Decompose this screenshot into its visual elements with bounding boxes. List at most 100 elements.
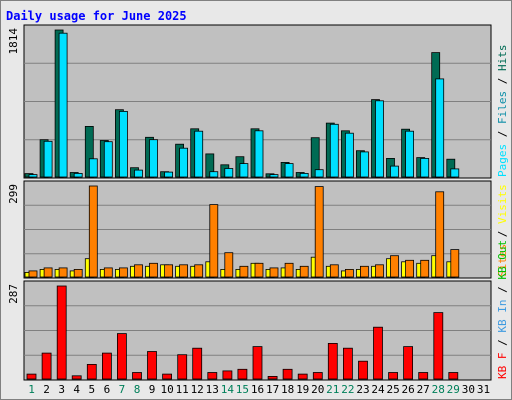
x-tick-label: 20 bbox=[311, 383, 324, 396]
bar-sites-day-14 bbox=[224, 252, 234, 278]
x-tick-label: 30 bbox=[462, 383, 475, 396]
bar-sites-day-28 bbox=[435, 191, 445, 278]
bar-sites-day-19 bbox=[299, 265, 309, 278]
legend-separator: / bbox=[496, 280, 509, 300]
x-tick-label: 27 bbox=[417, 383, 430, 396]
bar-kb-f-day-21 bbox=[327, 342, 338, 380]
x-tick-label: 14 bbox=[221, 383, 235, 396]
panel-2: 299 Sites / Visits bbox=[7, 180, 509, 279]
bar-sites-day-15 bbox=[239, 265, 249, 278]
x-tick-label: 8 bbox=[134, 383, 141, 396]
bar-sites-day-20 bbox=[314, 186, 324, 278]
x-tick-label: 2 bbox=[43, 383, 50, 396]
bar-kb-f-day-22 bbox=[342, 347, 353, 380]
x-tick-label: 13 bbox=[206, 383, 219, 396]
bar-sites-day-4 bbox=[73, 268, 83, 278]
bar-sites-day-24 bbox=[375, 264, 384, 278]
bar-sites-day-3 bbox=[58, 267, 68, 278]
panel-3: 287 KB F / KB In / KB Out bbox=[7, 240, 509, 381]
bar-kb-f-day-17 bbox=[267, 375, 278, 380]
bar-kb-f-day-24 bbox=[373, 326, 383, 380]
legend-item-kb-in: KB In bbox=[496, 300, 509, 333]
bar-kb-f-day-8 bbox=[132, 372, 142, 380]
y-max-label: 299 bbox=[7, 184, 20, 204]
bar-pages-day-17 bbox=[269, 174, 279, 178]
x-tick-label: 23 bbox=[356, 383, 369, 396]
bar-sites-day-26 bbox=[405, 259, 415, 278]
legend-item-sites: Sites bbox=[496, 244, 509, 277]
bar-pages-day-20 bbox=[314, 169, 324, 178]
x-tick-label: 15 bbox=[236, 383, 249, 396]
bar-kb-f-day-4 bbox=[71, 375, 82, 380]
bar-sites-day-8 bbox=[134, 264, 143, 278]
bar-sites-day-16 bbox=[254, 262, 264, 278]
x-tick-label: 19 bbox=[296, 383, 309, 396]
bar-kb-f-day-12 bbox=[192, 347, 203, 380]
x-tick-label: 6 bbox=[104, 383, 111, 396]
x-tick-label: 29 bbox=[447, 383, 460, 396]
x-tick-label: 17 bbox=[266, 383, 279, 396]
bar-sites-day-1 bbox=[28, 270, 38, 278]
bar-sites-day-17 bbox=[269, 267, 279, 278]
bar-pages-day-24 bbox=[375, 100, 384, 178]
x-tick-label: 12 bbox=[191, 383, 204, 396]
bar-pages-day-15 bbox=[239, 163, 249, 178]
bar-sites-day-2 bbox=[43, 267, 53, 278]
bar-sites-day-29 bbox=[450, 249, 460, 278]
legend-item-kb-out: KB Out bbox=[496, 240, 509, 280]
legend-separator: / bbox=[496, 224, 509, 244]
x-tick-label: 10 bbox=[160, 383, 173, 396]
bar-pages-day-16 bbox=[254, 130, 264, 178]
x-tick-label: 21 bbox=[326, 383, 339, 396]
legend-separator: / bbox=[496, 333, 509, 353]
bar-sites-day-23 bbox=[359, 265, 369, 278]
bar-kb-f-day-7 bbox=[117, 333, 127, 380]
bar-kb-f-day-10 bbox=[162, 373, 173, 380]
bar-pages-day-22 bbox=[344, 132, 354, 178]
bar-kb-f-day-1 bbox=[26, 373, 37, 380]
bar-pages-day-6 bbox=[103, 141, 113, 178]
bar-kb-f-day-6 bbox=[102, 352, 112, 380]
bar-kb-f-day-15 bbox=[237, 368, 248, 380]
legend-item-kb-f: KB F bbox=[496, 353, 509, 380]
bars bbox=[26, 285, 459, 380]
bar-kb-f-day-16 bbox=[252, 346, 263, 380]
bar-pages-day-8 bbox=[134, 169, 143, 178]
bar-sites-day-13 bbox=[209, 204, 219, 278]
bar-sites-day-9 bbox=[149, 262, 158, 278]
bar-pages-day-10 bbox=[164, 171, 174, 178]
x-tick-label: 24 bbox=[371, 383, 385, 396]
x-tick-label: 4 bbox=[73, 383, 80, 396]
bars bbox=[24, 29, 460, 178]
bar-pages-day-7 bbox=[119, 111, 128, 178]
bar-pages-day-5 bbox=[88, 158, 98, 178]
bar-pages-day-13 bbox=[209, 171, 219, 178]
bar-pages-day-21 bbox=[329, 123, 339, 178]
bar-kb-f-day-20 bbox=[312, 372, 323, 380]
y-max-label: 1814 bbox=[7, 28, 20, 55]
bar-kb-f-day-3 bbox=[56, 285, 67, 380]
bar-kb-f-day-11 bbox=[177, 354, 188, 380]
bar-pages-day-27 bbox=[420, 157, 430, 178]
bar-pages-day-1 bbox=[28, 174, 38, 178]
bars bbox=[24, 185, 460, 278]
bar-kb-f-day-23 bbox=[358, 360, 368, 380]
bar-kb-f-day-27 bbox=[418, 372, 429, 380]
bar-pages-day-19 bbox=[299, 172, 309, 178]
chart-title: Daily usage for June 2025 bbox=[6, 9, 187, 23]
bar-sites-day-21 bbox=[329, 264, 339, 278]
legend-separator: / bbox=[496, 124, 509, 144]
bar-pages-day-12 bbox=[194, 130, 204, 178]
bar-kb-f-day-19 bbox=[297, 373, 308, 380]
bar-sites-day-11 bbox=[179, 264, 189, 278]
bar-sites-day-27 bbox=[420, 259, 430, 278]
x-tick-label: 1 bbox=[28, 383, 35, 396]
bar-sites-day-5 bbox=[88, 185, 98, 278]
x-tick-label: 9 bbox=[149, 383, 156, 396]
bar-sites-day-25 bbox=[390, 255, 399, 278]
bar-sites-day-10 bbox=[164, 264, 174, 278]
bar-kb-f-day-9 bbox=[147, 351, 157, 380]
bar-sites-day-12 bbox=[194, 264, 204, 278]
bar-kb-f-day-2 bbox=[41, 352, 52, 380]
